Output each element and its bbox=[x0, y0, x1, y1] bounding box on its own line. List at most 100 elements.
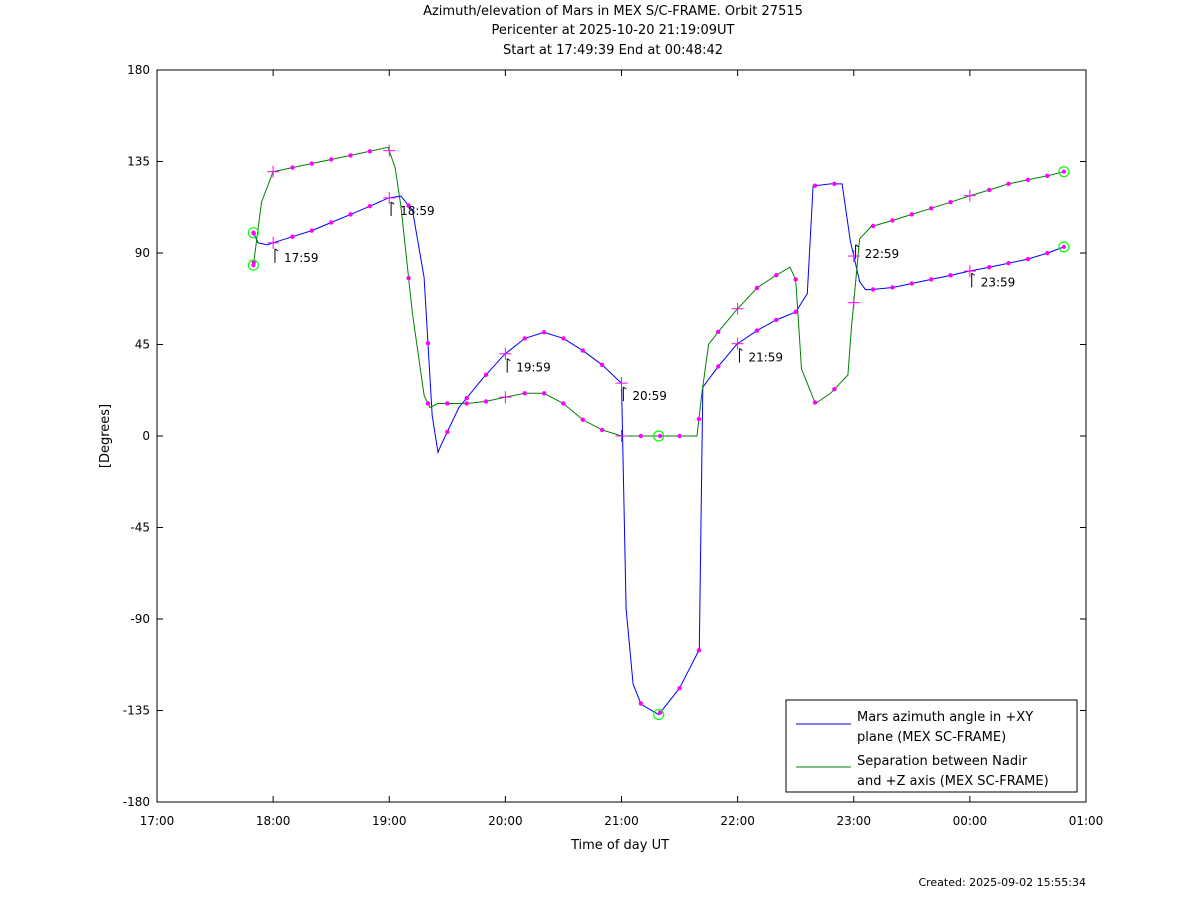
y-tick-label: -45 bbox=[130, 521, 150, 535]
chart-subtitle-1: Pericenter at 2025-10-20 21:19:09UT bbox=[491, 23, 735, 38]
y-tick-label: 0 bbox=[142, 429, 150, 443]
y-tick-label: 180 bbox=[127, 63, 150, 77]
data-point-dot bbox=[928, 206, 934, 211]
data-point-dot bbox=[812, 400, 818, 405]
data-point-dot bbox=[1006, 260, 1011, 266]
data-point-dot bbox=[464, 401, 469, 406]
data-point-dot bbox=[658, 710, 663, 715]
y-tick-label: 135 bbox=[127, 155, 150, 169]
data-point-dot bbox=[309, 161, 315, 166]
data-point-dot bbox=[754, 285, 760, 291]
endpoint-dot bbox=[251, 263, 256, 268]
data-point-dot bbox=[658, 433, 663, 439]
data-point-dot bbox=[638, 701, 644, 706]
data-point-dot bbox=[445, 401, 450, 406]
data-point-dot bbox=[251, 259, 256, 265]
data-point-dot bbox=[948, 273, 953, 278]
data-point-dot bbox=[406, 203, 411, 208]
endpoint-dot bbox=[1061, 169, 1066, 174]
data-point-dot bbox=[425, 401, 431, 406]
data-point-dot bbox=[716, 364, 721, 369]
annotation-tick bbox=[623, 386, 627, 390]
data-point-dot bbox=[561, 336, 566, 341]
data-point-dot bbox=[890, 285, 895, 290]
endpoint-dot bbox=[1061, 244, 1066, 249]
series-line-0 bbox=[252, 183, 1065, 716]
data-point-dot bbox=[793, 277, 798, 282]
data-point-dot bbox=[909, 212, 915, 217]
data-point-dot bbox=[890, 218, 895, 223]
legend-label-separation-1: Separation between Nadir bbox=[857, 754, 1028, 769]
data-point-dot bbox=[348, 212, 353, 217]
endpoint-circle bbox=[1058, 166, 1070, 178]
data-point-dot bbox=[1025, 256, 1031, 262]
markers-group bbox=[247, 144, 1070, 721]
data-point-dot bbox=[948, 199, 953, 205]
y-axis-label: [Degrees] bbox=[98, 404, 113, 468]
data-point-dot bbox=[309, 228, 315, 233]
data-point-dot bbox=[328, 157, 334, 162]
data-point-dot bbox=[522, 336, 527, 341]
data-point-dot bbox=[774, 317, 779, 323]
data-point-dot bbox=[696, 416, 702, 422]
x-axis-label: Time of day UT bbox=[570, 838, 669, 853]
data-point-dot bbox=[541, 330, 547, 335]
data-point-dot bbox=[290, 234, 295, 239]
data-point-dot bbox=[406, 275, 411, 281]
data-point-dot bbox=[1045, 173, 1050, 179]
annotation-tick bbox=[855, 244, 859, 248]
data-point-dot bbox=[464, 395, 469, 401]
x-tick-label: 17:00 bbox=[140, 814, 175, 828]
annotation-label: 21:59 bbox=[748, 351, 783, 365]
data-point-dot bbox=[987, 265, 992, 270]
endpoint-circle bbox=[247, 259, 259, 271]
y-tick-label: 45 bbox=[135, 338, 150, 352]
data-point-dot bbox=[599, 362, 605, 368]
data-point-dot bbox=[696, 648, 702, 653]
data-point-dot bbox=[677, 685, 682, 691]
data-point-dot bbox=[328, 220, 334, 225]
endpoint-circle bbox=[1058, 241, 1070, 253]
pericenter-circle bbox=[653, 708, 665, 721]
legend-label-separation-2: and +Z axis (MEX SC-FRAME) bbox=[857, 774, 1049, 789]
data-point-dot bbox=[541, 391, 547, 396]
annotation-tick bbox=[506, 358, 511, 362]
x-tick-label: 18:00 bbox=[256, 814, 291, 828]
data-point-dot bbox=[445, 429, 450, 435]
data-point-dot bbox=[580, 417, 585, 422]
data-point-dot bbox=[987, 187, 992, 193]
annotation-tick bbox=[971, 272, 975, 276]
pericenter-circle bbox=[653, 430, 665, 442]
chart-title: Azimuth/elevation of Mars in MEX S/C-FRA… bbox=[423, 4, 803, 19]
data-point-dot bbox=[367, 149, 373, 154]
y-tick-label: -135 bbox=[123, 704, 150, 718]
annotation-label: 22:59 bbox=[865, 247, 900, 261]
data-point-dot bbox=[522, 391, 527, 396]
created-timestamp: Created: 2025-09-02 15:55:34 bbox=[918, 876, 1086, 889]
annotation-label: 19:59 bbox=[516, 361, 551, 375]
legend: Mars azimuth angle in +XY plane (MEX SC-… bbox=[785, 699, 1078, 793]
annotation-label: 23:59 bbox=[981, 275, 1016, 289]
legend-label-azimuth-2: plane (MEX SC-FRAME) bbox=[857, 730, 1006, 745]
annotation-tick bbox=[390, 201, 395, 205]
data-point-dot bbox=[870, 223, 876, 229]
data-point-dot bbox=[638, 433, 644, 439]
y-tick-label: -90 bbox=[130, 612, 150, 626]
data-point-dot bbox=[348, 153, 353, 158]
endpoint-circle bbox=[247, 227, 259, 239]
data-point-dot bbox=[1045, 250, 1050, 256]
data-point-dot bbox=[754, 328, 760, 333]
legend-box bbox=[785, 699, 1078, 793]
data-point-dot bbox=[870, 287, 876, 292]
y-tick-label: -180 bbox=[123, 795, 150, 809]
data-point-dot bbox=[425, 341, 431, 346]
annotation-label: 18:59 bbox=[400, 204, 435, 218]
endpoint-dot bbox=[251, 230, 256, 235]
annotations-group: 17:59 18:59 19:59 20:59 21:59 22:59 23:59 bbox=[274, 201, 1016, 403]
data-point-dot bbox=[580, 348, 585, 353]
data-point-dot bbox=[793, 309, 798, 315]
data-point-dot bbox=[599, 427, 605, 433]
x-tick-label: 01:00 bbox=[1069, 814, 1104, 828]
data-point-dot bbox=[483, 399, 489, 404]
